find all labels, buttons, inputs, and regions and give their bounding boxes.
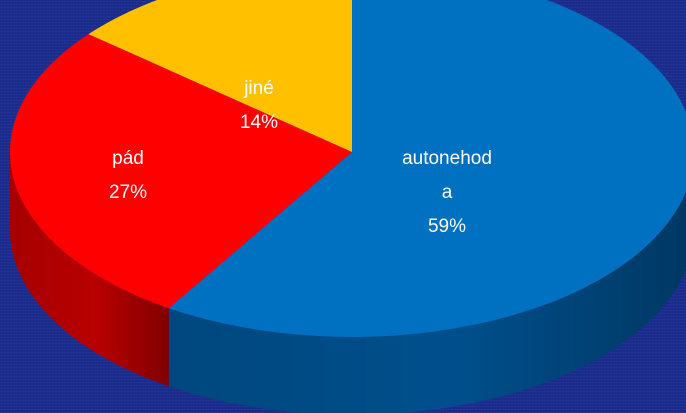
- slice-percent-label: 14%: [240, 112, 278, 133]
- pie-slice-pad: [9, 34, 353, 309]
- slice-category-label: autonehod: [402, 148, 492, 169]
- slice-category-label: pád: [112, 148, 144, 169]
- slice-percent-label: 59%: [428, 216, 466, 237]
- pie-tops: [9, 0, 686, 337]
- slice-category-label: a: [442, 182, 453, 203]
- slice-percent-label: 27%: [109, 182, 147, 203]
- slice-label-pad: pád 27%: [109, 148, 147, 203]
- pie-labels: autonehod a 59% pád 27% jiné 14%: [109, 78, 492, 237]
- pie-side-shade-pad: [10, 152, 169, 387]
- slice-label-autonehoda: autonehod a 59%: [402, 148, 492, 237]
- pie-side-shade-autonehoda: [168, 191, 686, 413]
- pie-sides: [10, 152, 686, 413]
- pie-slice-jine: [88, 0, 352, 152]
- slice-category-label: jiné: [243, 78, 274, 99]
- slice-label-jine: jiné 14%: [240, 78, 278, 133]
- pie-slice-autonehoda: [168, 0, 686, 337]
